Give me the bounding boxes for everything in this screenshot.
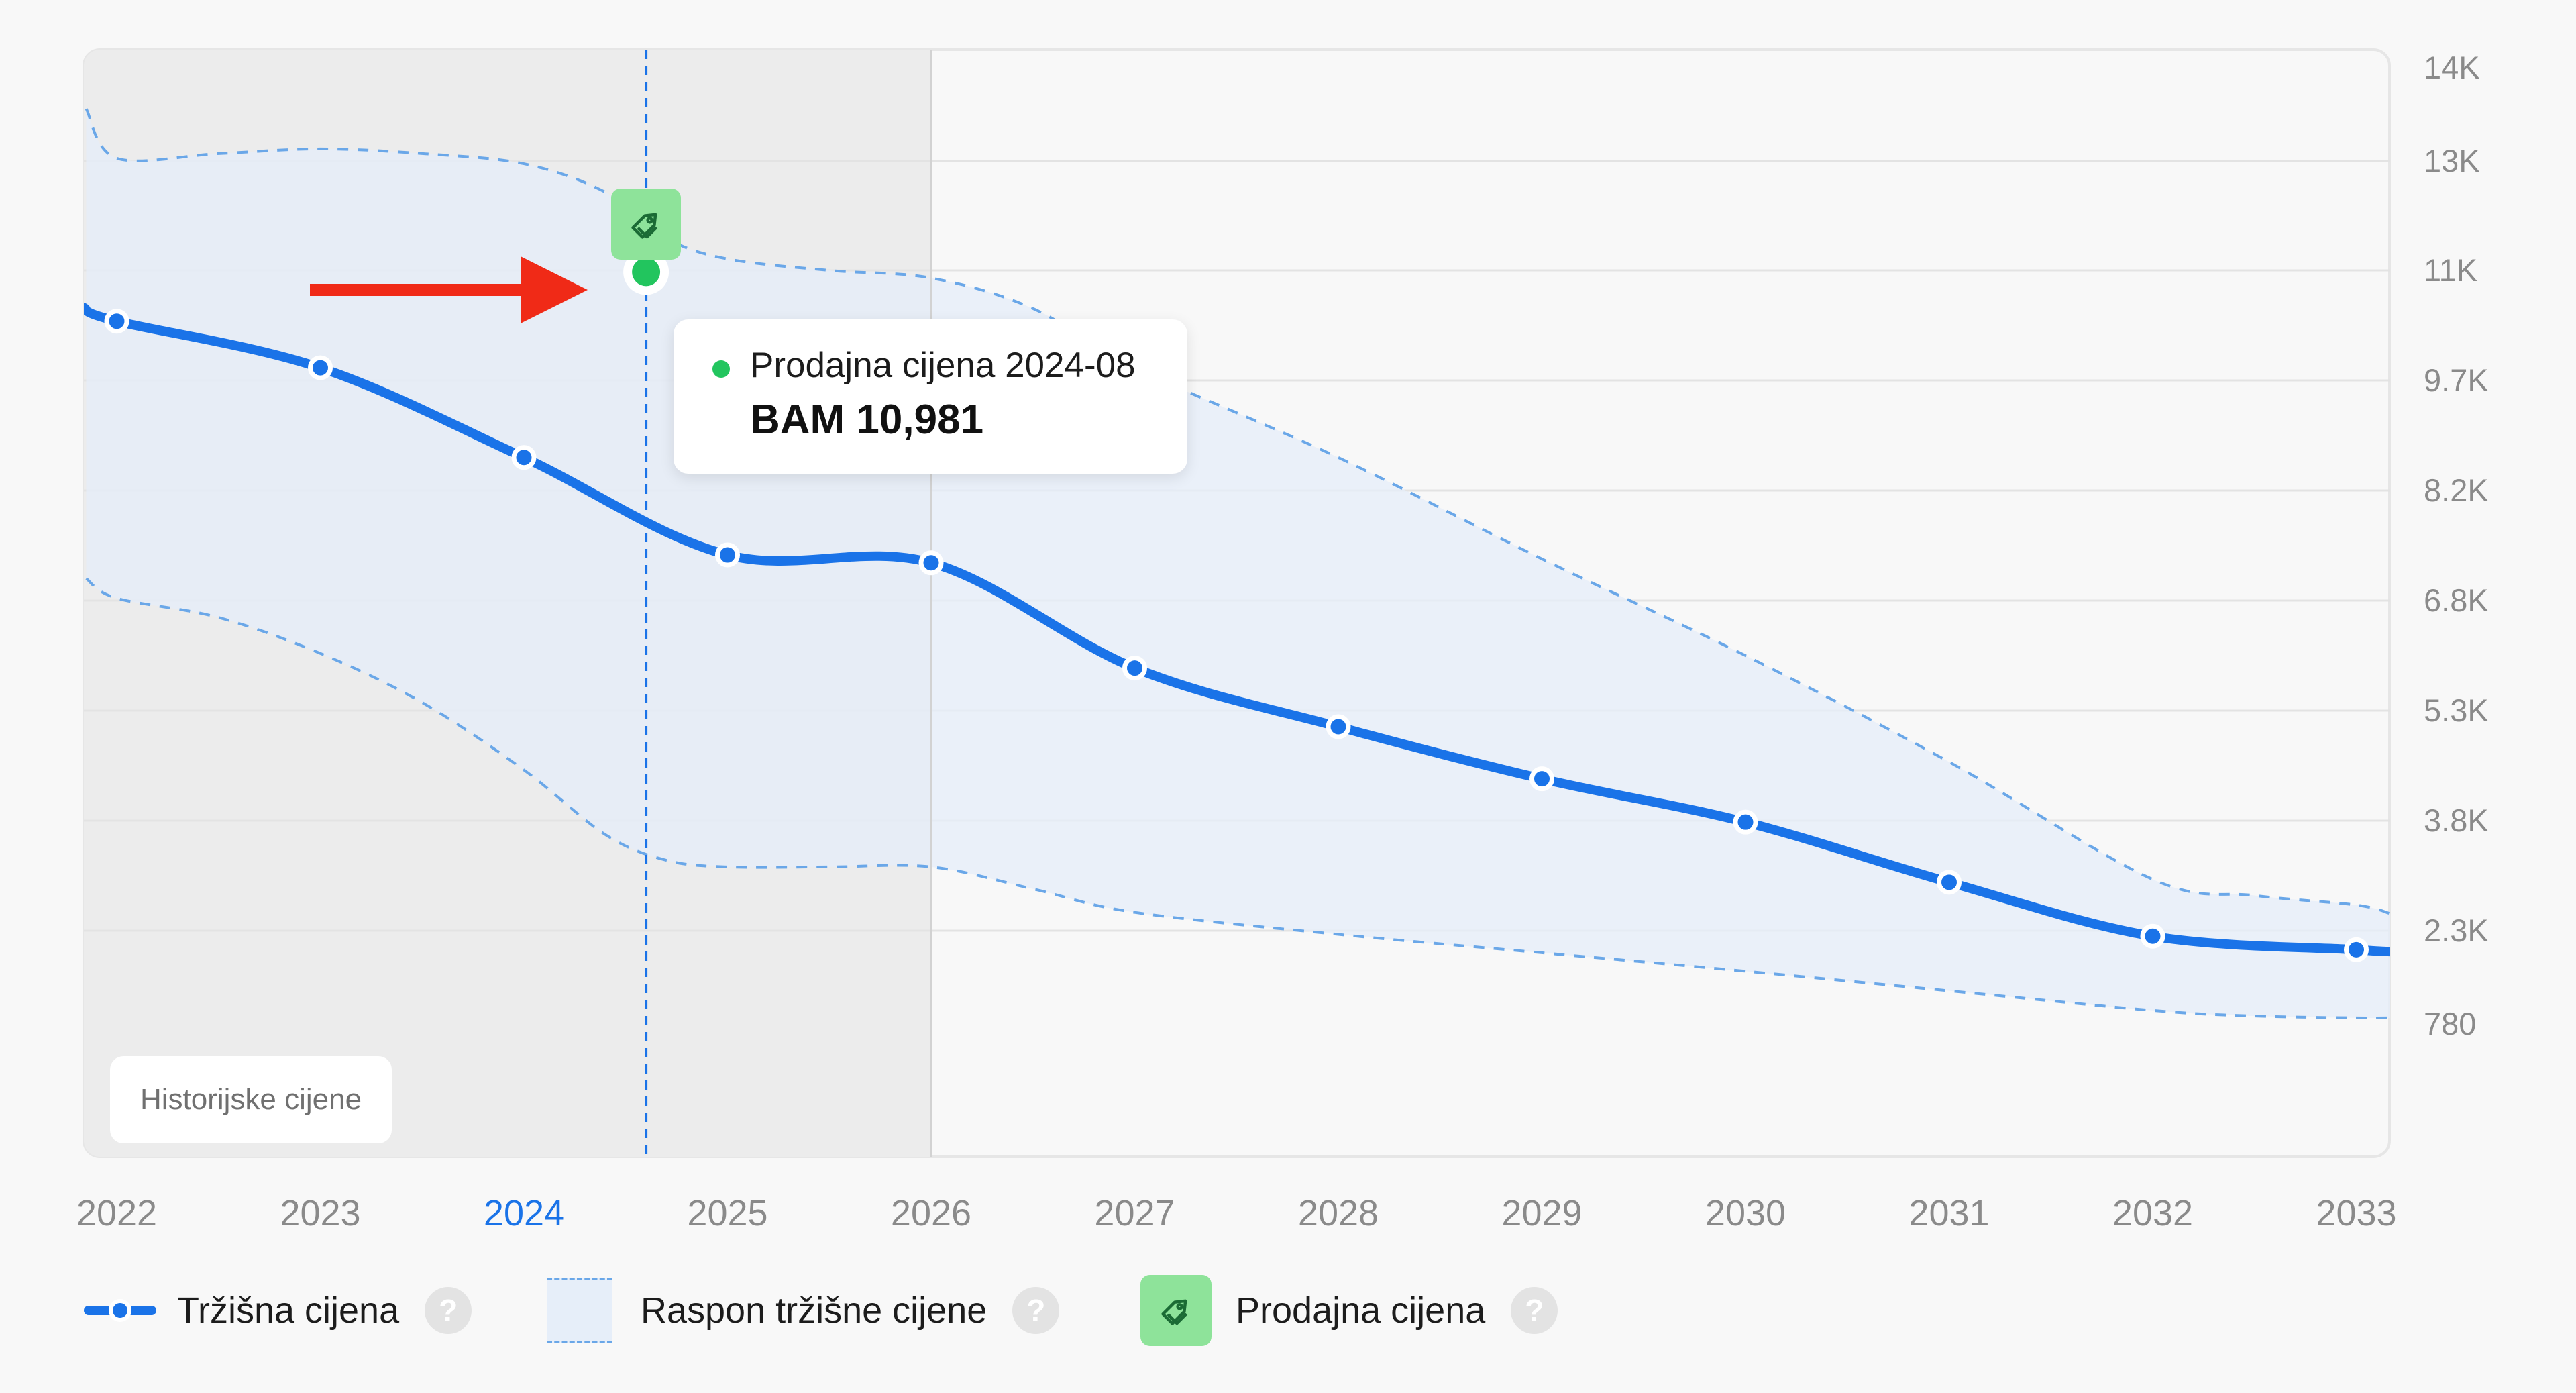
x-tick-label: 2033	[2316, 1193, 2396, 1233]
legend-line-swatch	[83, 1294, 157, 1327]
market-price-point[interactable]	[918, 550, 944, 576]
x-tick-label: 2028	[1298, 1193, 1379, 1233]
market-price-point[interactable]	[2140, 923, 2165, 949]
legend-tag-swatch	[1140, 1275, 1212, 1346]
price-tag-icon	[1161, 1299, 1188, 1325]
sale-price-tooltip: Prodajna cijena 2024-08 BAM 10,981	[674, 319, 1187, 474]
market-price-point[interactable]	[511, 445, 537, 470]
tooltip-label: Prodajna cijena 2024-08	[750, 346, 1136, 385]
y-tick-label: 13K	[2424, 143, 2480, 178]
question-mark-icon[interactable]: ?	[1012, 1287, 1060, 1334]
legend-market-price[interactable]: Tržišna cijena ?	[83, 1274, 472, 1347]
sale-price-point[interactable]	[623, 249, 669, 295]
sale-point-dot[interactable]	[632, 258, 661, 287]
y-tick-label: 9.7K	[2424, 362, 2489, 398]
market-price-point[interactable]	[2344, 937, 2369, 962]
x-tick-label: 2029	[1501, 1193, 1582, 1233]
tooltip-value: BAM 10,981	[750, 397, 984, 443]
market-price-point[interactable]	[1122, 656, 1147, 681]
x-tick-label: 2022	[76, 1193, 157, 1233]
y-tick-label: 6.8K	[2424, 582, 2489, 618]
question-mark-icon[interactable]: ?	[425, 1287, 472, 1334]
y-tick-label: 3.8K	[2424, 803, 2489, 838]
y-tick-label: 8.2K	[2424, 472, 2489, 508]
y-tick-label: 5.3K	[2424, 692, 2489, 728]
price-tag-icon	[631, 213, 658, 239]
y-tick-label: 780	[2424, 1006, 2476, 1041]
x-axis-ticks: 2022 2023 2024 2025 2026 2027 2028 2029 2030 2031…	[76, 1193, 2397, 1233]
x-tick-label: 2023	[280, 1193, 360, 1233]
legend-label-sale-price: Prodajna cijena	[1236, 1290, 1486, 1331]
tooltip-status-dot	[712, 360, 730, 378]
x-tick-label: 2031	[1909, 1193, 1989, 1233]
legend-label-market-price: Tržišna cijena	[177, 1290, 400, 1331]
sale-price-tag-marker[interactable]	[611, 189, 682, 260]
market-price-point[interactable]	[308, 355, 333, 380]
market-price-point[interactable]	[1937, 870, 1962, 895]
history-badge: Historijske cijene	[110, 1056, 392, 1143]
y-tick-label: 14K	[2424, 50, 2480, 85]
legend-label-range: Raspon tržišne cijene	[641, 1290, 987, 1331]
market-price-line	[84, 303, 2390, 957]
legend-range[interactable]: Raspon tržišne cijene ?	[547, 1274, 1060, 1347]
market-price-point[interactable]	[104, 309, 129, 334]
x-tick-label: 2030	[1705, 1193, 1786, 1233]
x-tick-label: 2027	[1094, 1193, 1175, 1233]
market-price-point[interactable]	[1733, 809, 1758, 835]
x-tick-label: 2026	[891, 1193, 971, 1233]
x-tick-label: 2024	[484, 1193, 564, 1233]
market-price-point[interactable]	[1326, 714, 1351, 739]
y-tick-label: 11K	[2424, 252, 2477, 288]
market-price-point[interactable]	[1529, 766, 1554, 792]
question-mark-icon[interactable]: ?	[1511, 1287, 1558, 1334]
market-price-point[interactable]	[715, 542, 740, 568]
legend-sale-price[interactable]: Prodajna cijena ?	[1140, 1274, 1558, 1347]
x-tick-label: 2032	[2112, 1193, 2193, 1233]
y-tick-label: 2.3K	[2424, 913, 2489, 948]
right-arrow-icon	[310, 256, 588, 323]
y-axis-ticks: 14K 13K 11K 9.7K 8.2K 6.8K 5.3K 3.8K 2.3K 780	[2424, 50, 2489, 1041]
range-band-lower-edge	[85, 577, 2390, 1020]
range-band-area	[86, 109, 2390, 1019]
legend-range-swatch	[547, 1278, 612, 1343]
market-price-points	[104, 309, 2369, 962]
x-tick-label: 2025	[687, 1193, 767, 1233]
